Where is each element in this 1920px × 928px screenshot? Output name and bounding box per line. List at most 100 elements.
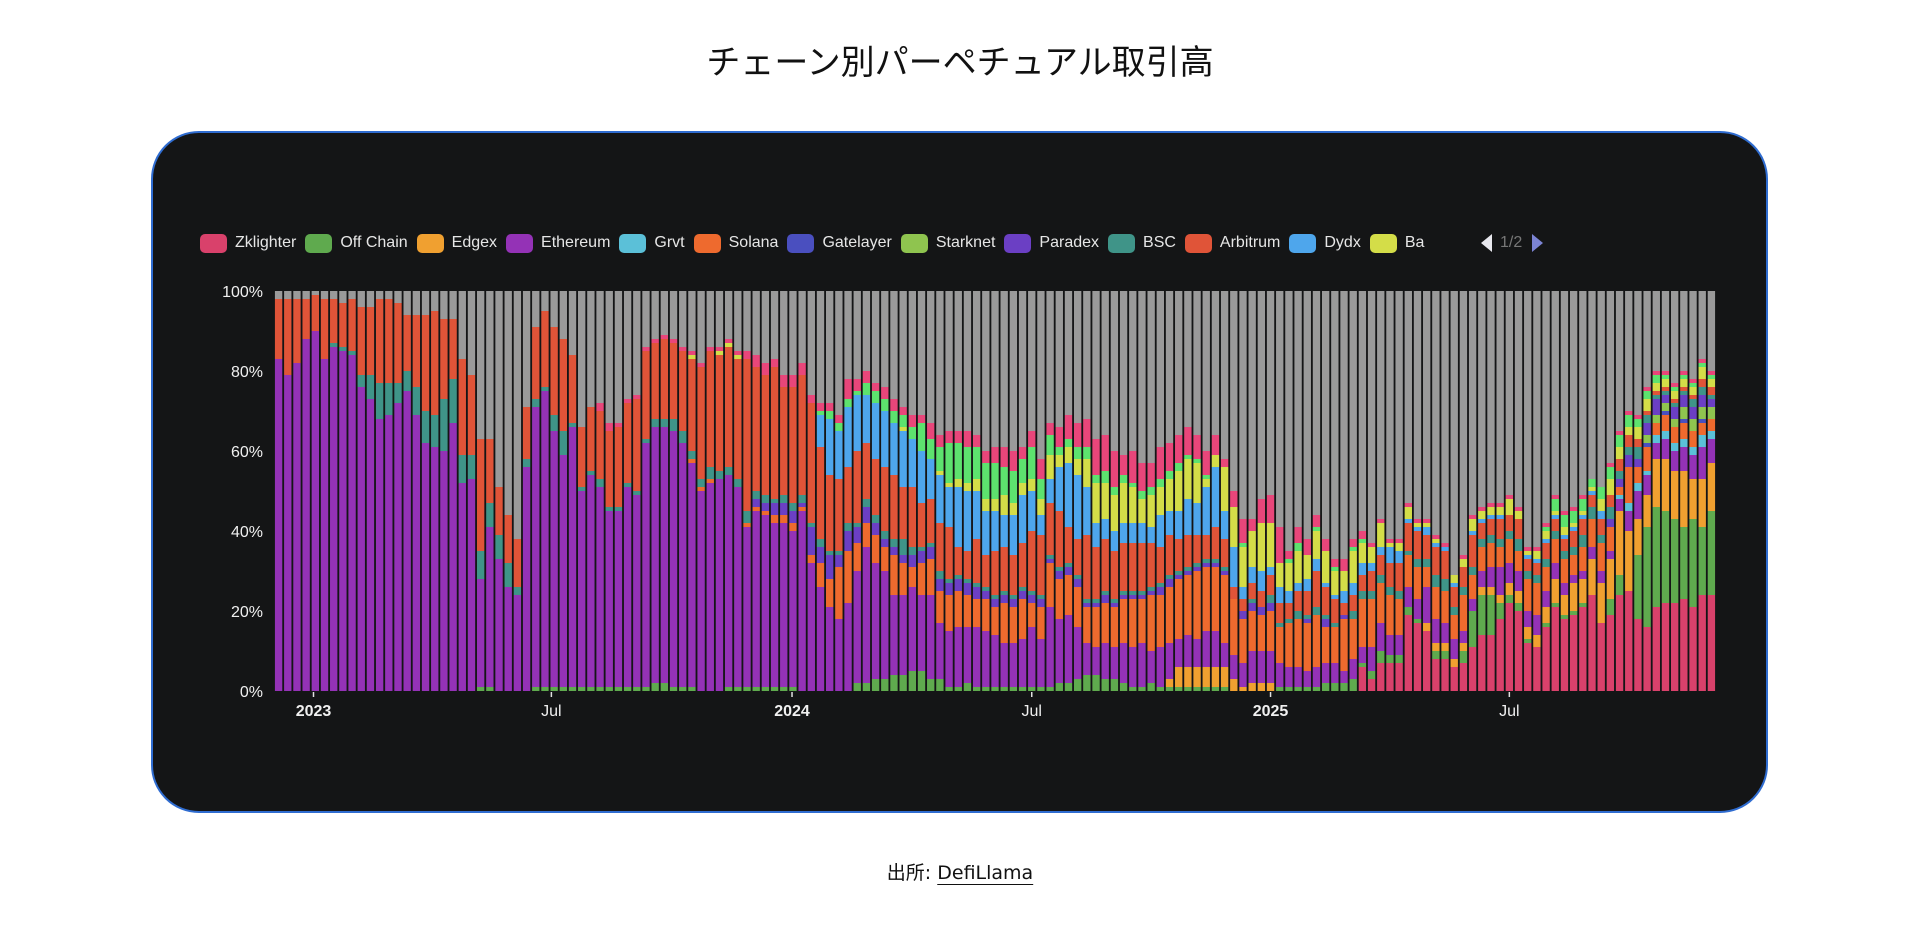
bar-stack[interactable] (458, 291, 466, 691)
bar-stack[interactable] (908, 291, 917, 691)
bar-stack[interactable] (1000, 291, 1008, 691)
bar-stack[interactable] (798, 291, 806, 691)
bar-stack[interactable] (1193, 291, 1201, 691)
bar-stack[interactable] (449, 291, 457, 691)
bar-stack[interactable] (1634, 291, 1642, 691)
bar-stack[interactable] (1496, 291, 1504, 691)
bar-stack[interactable] (688, 291, 696, 691)
bar-stack[interactable] (660, 291, 669, 691)
bar-stack[interactable] (1230, 291, 1238, 691)
bar-stack[interactable] (1349, 291, 1357, 691)
bar-stack[interactable] (991, 291, 999, 691)
bar-stack[interactable] (1266, 291, 1275, 691)
bar-stack[interactable] (1524, 291, 1532, 691)
bar-stack[interactable] (568, 291, 577, 691)
bar-stack[interactable] (486, 291, 494, 691)
bar-stack[interactable] (1652, 291, 1660, 691)
bar-stack[interactable] (1615, 291, 1624, 691)
bar-stack[interactable] (752, 291, 760, 691)
legend-prev-page-icon[interactable] (1481, 234, 1492, 252)
bar-stack[interactable] (1018, 291, 1027, 691)
bar-stack[interactable] (1165, 291, 1174, 691)
bar-stack[interactable] (651, 291, 659, 691)
bar-stack[interactable] (1101, 291, 1109, 691)
bar-stack[interactable] (1395, 291, 1403, 691)
bar-stack[interactable] (789, 291, 797, 691)
bar-stack[interactable] (734, 291, 742, 691)
bar-stack[interactable] (679, 291, 687, 691)
bar-stack[interactable] (1055, 291, 1063, 691)
bar-stack[interactable] (311, 291, 320, 691)
bar-stack[interactable] (780, 291, 788, 691)
bar-stack[interactable] (513, 291, 522, 691)
legend-item-arbitrum[interactable]: Arbitrum (1184, 233, 1280, 253)
bar-stack[interactable] (1073, 291, 1082, 691)
bar-stack[interactable] (917, 291, 926, 691)
legend-item-gatelayer[interactable]: Gatelayer (787, 233, 892, 253)
bar-stack[interactable] (1689, 291, 1697, 691)
bar-stack[interactable] (1432, 291, 1440, 691)
bar-stack[interactable] (1698, 291, 1706, 691)
bar-stack[interactable] (357, 291, 365, 691)
bar-stack[interactable] (1670, 291, 1679, 691)
bar-stack[interactable] (697, 291, 705, 691)
bar-stack[interactable] (1009, 291, 1018, 691)
bar-stack[interactable] (835, 291, 843, 691)
bar-stack[interactable] (596, 291, 604, 691)
bar-stack[interactable] (1312, 291, 1321, 691)
bar-stack[interactable] (1377, 291, 1385, 691)
legend-item-starknet[interactable]: Starknet (900, 233, 995, 253)
bar-stack[interactable] (440, 291, 448, 691)
bar-stack[interactable] (1285, 291, 1293, 691)
bar-stack[interactable] (1303, 291, 1311, 691)
bar-stack[interactable] (1340, 291, 1348, 691)
bar-stack[interactable] (1083, 291, 1091, 691)
bar-stack[interactable] (1542, 291, 1550, 691)
legend-item-solana[interactable]: Solana (693, 233, 778, 253)
bar-stack[interactable] (1450, 291, 1458, 691)
bar-stack[interactable] (1487, 291, 1495, 691)
bar-stack[interactable] (532, 291, 540, 691)
bar-stack[interactable] (1028, 291, 1036, 691)
bar-stack[interactable] (550, 291, 558, 691)
bar-stack[interactable] (706, 291, 714, 691)
bar-stack[interactable] (1551, 291, 1559, 691)
bar-stack[interactable] (614, 291, 623, 691)
bar-stack[interactable] (605, 291, 613, 691)
bar-stack[interactable] (936, 291, 944, 691)
bar-stack[interactable] (394, 291, 402, 691)
bar-stack[interactable] (1404, 291, 1412, 691)
bar-stack[interactable] (366, 291, 375, 691)
bar-stack[interactable] (1459, 291, 1468, 691)
bar-stack[interactable] (467, 291, 476, 691)
bar-stack[interactable] (890, 291, 898, 691)
legend-item-off-chain[interactable]: Off Chain (305, 233, 408, 253)
bar-stack[interactable] (1514, 291, 1523, 691)
bar-stack[interactable] (633, 291, 641, 691)
bar-stack[interactable] (1625, 291, 1633, 691)
bar-stack[interactable] (1257, 291, 1266, 691)
bar-stack[interactable] (421, 291, 430, 691)
bar-stack[interactable] (963, 291, 972, 691)
bar-stack[interactable] (578, 291, 586, 691)
bar-stack[interactable] (1276, 291, 1284, 691)
bar-stack[interactable] (522, 291, 531, 691)
bar-stack[interactable] (1119, 291, 1128, 691)
bar-stack[interactable] (587, 291, 595, 691)
bar-stack[interactable] (1386, 291, 1394, 691)
bar-stack[interactable] (339, 291, 347, 691)
bar-stack[interactable] (330, 291, 338, 691)
bar-stack[interactable] (945, 291, 953, 691)
bar-stack[interactable] (642, 291, 650, 691)
bar-stack[interactable] (274, 291, 283, 691)
bar-stack[interactable] (1239, 291, 1247, 691)
bar-stack[interactable] (1560, 291, 1569, 691)
bar-stack[interactable] (972, 291, 981, 691)
bar-stack[interactable] (1220, 291, 1229, 691)
bar-stack[interactable] (927, 291, 935, 691)
bar-stack[interactable] (385, 291, 393, 691)
bar-stack[interactable] (1579, 291, 1587, 691)
bar-stack[interactable] (1046, 291, 1054, 691)
bar-stack[interactable] (1175, 291, 1183, 691)
bar-stack[interactable] (724, 291, 733, 691)
